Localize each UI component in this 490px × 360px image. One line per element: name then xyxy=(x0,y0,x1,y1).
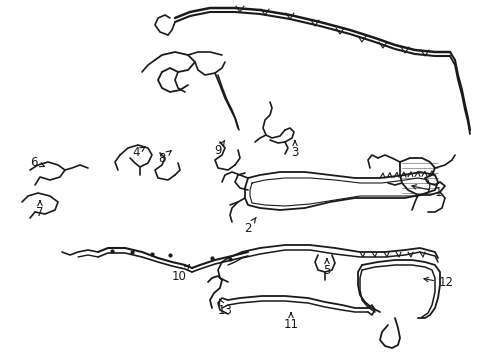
Text: 5: 5 xyxy=(323,259,331,278)
Text: 12: 12 xyxy=(424,276,454,289)
Text: 7: 7 xyxy=(36,201,44,220)
Text: 9: 9 xyxy=(214,141,224,157)
Text: 4: 4 xyxy=(132,147,145,159)
Text: 3: 3 xyxy=(292,141,299,159)
Text: 13: 13 xyxy=(218,299,232,318)
Text: 8: 8 xyxy=(158,151,171,165)
Text: 10: 10 xyxy=(172,265,190,283)
Text: 6: 6 xyxy=(30,156,44,168)
Text: 1: 1 xyxy=(412,185,442,198)
Text: 11: 11 xyxy=(284,313,298,332)
Text: 2: 2 xyxy=(244,217,256,234)
